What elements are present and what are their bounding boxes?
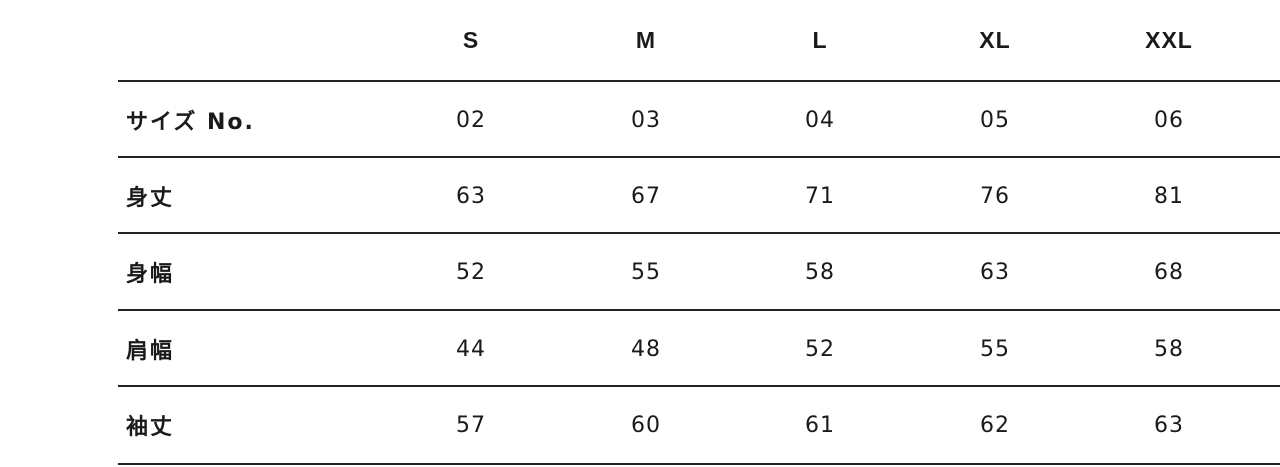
header-row: S M L XL XXL (118, 0, 1280, 80)
row-label: サイズ No. (126, 110, 255, 135)
table-row: 肩幅 44 48 52 55 58 (118, 309, 1280, 387)
table-cell: 68 (1154, 259, 1184, 285)
table-cell: 58 (1154, 336, 1184, 362)
table-cell: 67 (631, 183, 661, 209)
table-cell: 55 (980, 336, 1010, 362)
table-cell: 76 (980, 183, 1010, 209)
table-cell: 81 (1154, 183, 1184, 209)
table-cell: 63 (980, 259, 1010, 285)
row-label: 肩幅 (126, 339, 175, 364)
table-cell: 57 (456, 412, 486, 438)
table-cell: 52 (456, 259, 486, 285)
table-cell: 62 (980, 412, 1010, 438)
table-cell: 04 (805, 107, 835, 133)
table-cell: 63 (456, 183, 486, 209)
column-header: XXL (1145, 26, 1193, 53)
table-cell: 52 (805, 336, 835, 362)
table-cell: 63 (1154, 412, 1184, 438)
table-cell: 05 (980, 107, 1010, 133)
column-header: S (462, 26, 480, 53)
row-label: 身幅 (126, 262, 175, 287)
table-cell: 61 (805, 412, 835, 438)
table-cell: 60 (631, 412, 661, 438)
table-cell: 06 (1154, 107, 1184, 133)
column-header: L (812, 26, 828, 53)
table-cell: 44 (456, 336, 486, 362)
table-cell: 71 (805, 183, 835, 209)
table-row: 身丈 63 67 71 76 81 (118, 156, 1280, 234)
table-row: 袖丈 57 60 61 62 63 (118, 385, 1280, 465)
table-cell: 58 (805, 259, 835, 285)
table-cell: 55 (631, 259, 661, 285)
column-header: XL (979, 26, 1011, 53)
table-cell: 02 (456, 107, 486, 133)
row-label: 身丈 (126, 186, 175, 211)
row-label: 袖丈 (126, 415, 175, 440)
table-cell: 48 (631, 336, 661, 362)
column-header: M (635, 26, 657, 53)
table-row: 身幅 52 55 58 63 68 (118, 232, 1280, 310)
table-cell: 03 (631, 107, 661, 133)
table-row: サイズ No. 02 03 04 05 06 (118, 80, 1280, 158)
